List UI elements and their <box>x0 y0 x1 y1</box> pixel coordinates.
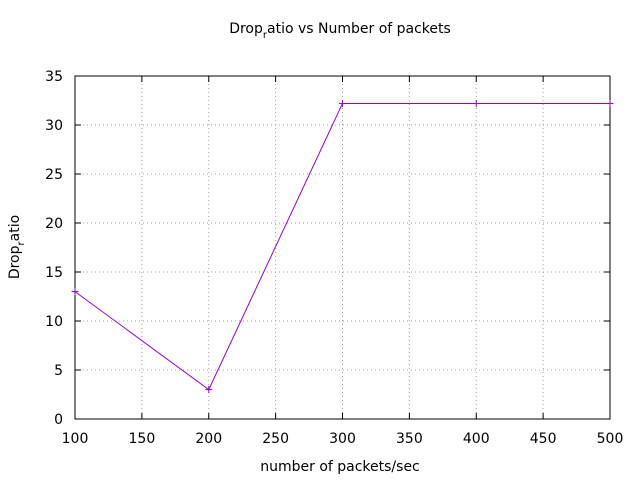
x-tick-label: 250 <box>262 431 289 447</box>
data-point <box>71 288 79 296</box>
x-tick-label: 400 <box>463 431 490 447</box>
y-axis-label-main: Drop <box>7 245 23 279</box>
y-axis-label: Dropratio <box>7 215 27 279</box>
chart-title-main: Drop <box>229 21 263 37</box>
x-tick-label: 300 <box>329 431 356 447</box>
axes <box>74 75 611 420</box>
y-axis-label-subscript: r <box>16 240 27 245</box>
x-tick-label: 350 <box>396 431 423 447</box>
tick-labels: 100 150 200 250 300 350 400 450 500 0 5 10 15 20 25 30 3… <box>45 69 623 447</box>
chart-title-subscript: r <box>263 30 268 41</box>
y-tick-label: 20 <box>45 216 63 232</box>
data-point <box>606 99 614 107</box>
chart-title-rest: atio vs Number of packets <box>267 21 451 37</box>
y-axis-label-rest: atio <box>7 215 23 242</box>
y-tick-label: 35 <box>45 69 63 85</box>
y-tick-label: 30 <box>45 118 63 134</box>
y-tick-label: 15 <box>45 265 63 281</box>
y-tick-label: 10 <box>45 314 63 330</box>
x-tick-label: 200 <box>195 431 222 447</box>
data-point <box>339 99 346 107</box>
x-tick-label: 100 <box>62 431 89 447</box>
x-tick-label: 450 <box>530 431 557 447</box>
x-axis-label: number of packets/sec <box>260 459 420 475</box>
chart-title: Dropratio vs Number of packets <box>229 21 451 41</box>
series-layer <box>71 99 614 394</box>
data-point <box>205 386 213 394</box>
y-tick-label: 25 <box>45 167 63 183</box>
x-tick-label: 500 <box>597 431 624 447</box>
y-tick-label: 0 <box>54 412 63 428</box>
x-tick-label: 150 <box>129 431 156 447</box>
y-tick-label: 5 <box>54 363 63 379</box>
data-point <box>472 99 480 107</box>
